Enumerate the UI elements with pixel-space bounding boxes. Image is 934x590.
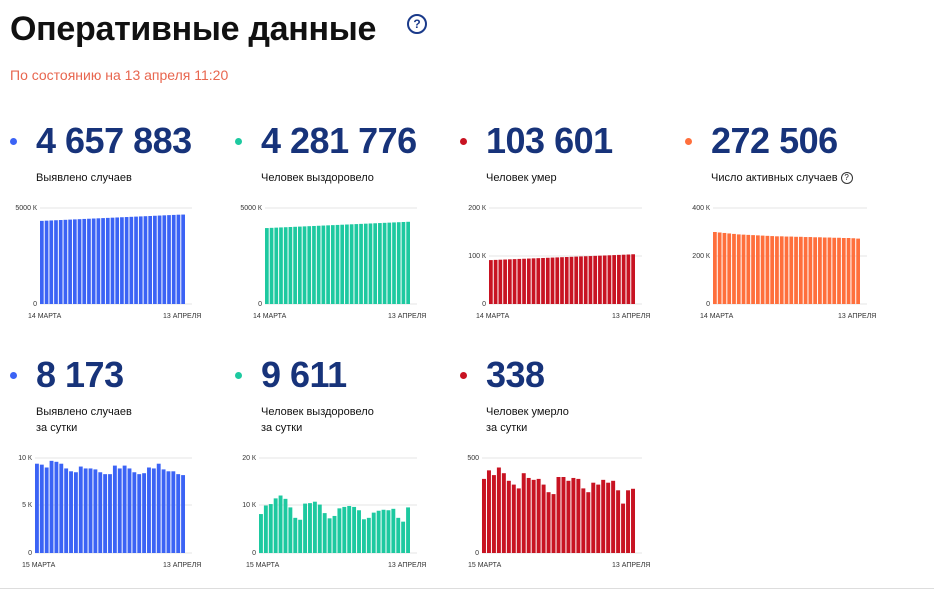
stat-value: 8 173 bbox=[36, 354, 124, 395]
stat-value: 103 601 bbox=[486, 120, 613, 161]
stat-label: Число активных случаев? bbox=[711, 170, 901, 186]
stat-value: 4 281 776 bbox=[261, 120, 417, 161]
stat-label: Человек выздоровело за сутки bbox=[261, 404, 451, 436]
active-cases-help-icon[interactable]: ? bbox=[840, 172, 853, 184]
stat-label-line1: Человек выздоровело bbox=[261, 172, 374, 184]
stat-card: 4 657 883 Выявлено случаев bbox=[8, 120, 223, 330]
stat-label-line1: Человек умер bbox=[486, 172, 557, 184]
stat-card: 272 506 Число активных случаев? bbox=[683, 120, 898, 330]
stat-label: Человек умер bbox=[486, 170, 676, 186]
legend-dot bbox=[460, 372, 467, 379]
help-icon[interactable]: ? bbox=[407, 14, 427, 34]
stat-label-line2: за сутки bbox=[36, 422, 78, 434]
legend-dot bbox=[235, 372, 242, 379]
stat-value: 9 611 bbox=[261, 354, 347, 395]
legend-dot bbox=[685, 138, 692, 145]
stat-label: Человек выздоровело bbox=[261, 170, 451, 186]
stat-label: Выявлено случаев за сутки bbox=[36, 404, 226, 436]
stat-label-line1: Выявлено случаев bbox=[36, 172, 132, 184]
stat-value: 4 657 883 bbox=[36, 120, 192, 161]
stat-card: 4 281 776 Человек выздоровело bbox=[233, 120, 448, 330]
legend-dot bbox=[235, 138, 242, 145]
stat-label-line1: Человек выздоровело bbox=[261, 406, 374, 418]
legend-dot bbox=[460, 138, 467, 145]
stat-label-line1: Число активных случаев bbox=[711, 172, 838, 184]
stat-card: 103 601 Человек умер bbox=[458, 120, 673, 330]
stat-label-line1: Человек умерло bbox=[486, 406, 569, 418]
stat-card: 338 Человек умерло за сутки bbox=[458, 354, 673, 564]
stat-label: Человек умерло за сутки bbox=[486, 404, 676, 436]
stat-label-line1: Выявлено случаев bbox=[36, 406, 132, 418]
legend-dot bbox=[10, 372, 17, 379]
page-title: Оперативные данные bbox=[10, 10, 377, 48]
stat-label-line2: за сутки bbox=[261, 422, 303, 434]
stat-value: 272 506 bbox=[711, 120, 838, 161]
stat-card: 9 611 Человек выздоровело за сутки bbox=[233, 354, 448, 564]
stat-value: 338 bbox=[486, 354, 545, 395]
divider bbox=[0, 588, 934, 589]
legend-dot bbox=[10, 138, 17, 145]
stat-card: 8 173 Выявлено случаев за сутки bbox=[8, 354, 223, 564]
stat-label-line2: за сутки bbox=[486, 422, 528, 434]
update-timestamp: По состоянию на 13 апреля 11:20 bbox=[10, 67, 229, 83]
stat-label: Выявлено случаев bbox=[36, 170, 226, 186]
